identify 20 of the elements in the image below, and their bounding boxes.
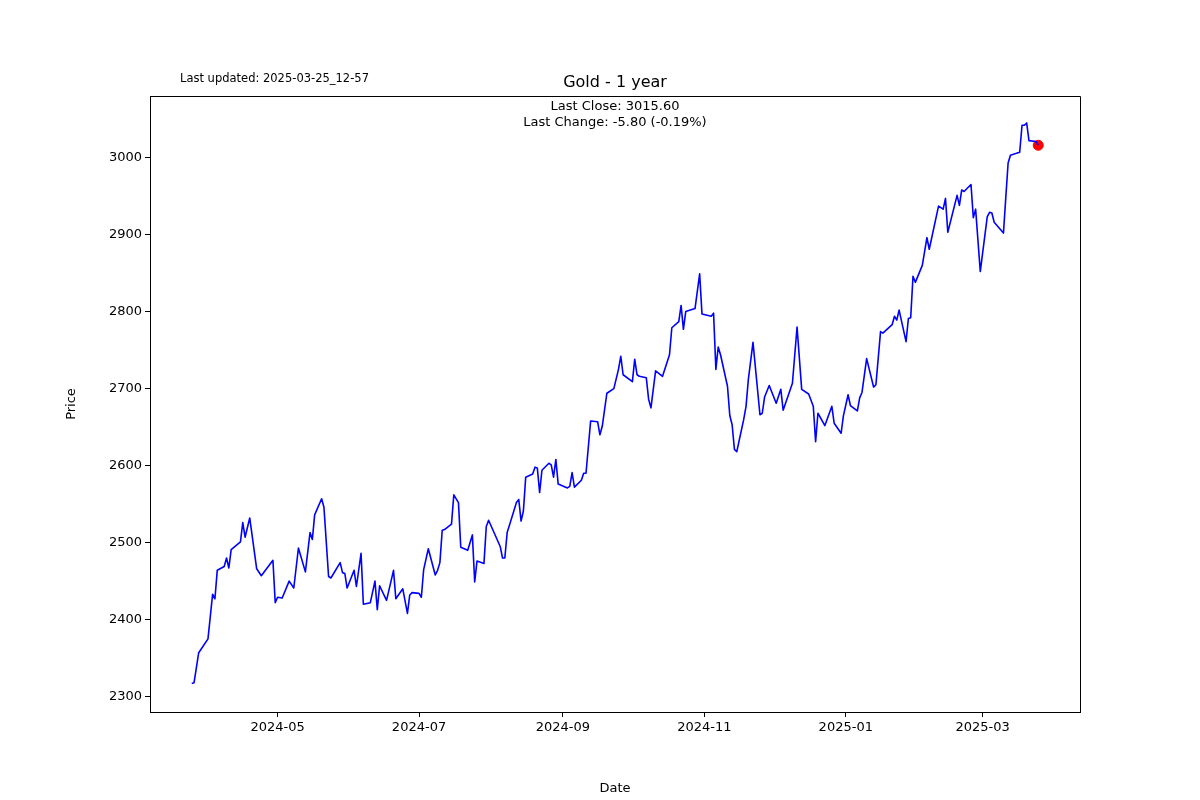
x-tick-label: 2025-01 <box>818 719 873 735</box>
y-axis-title: Price <box>63 388 79 420</box>
x-tick-label: 2024-05 <box>250 719 305 735</box>
text: Last updated: 2025-03-25_12-57 <box>180 71 369 85</box>
x-tick-label: 2024-07 <box>391 719 447 735</box>
x-tick-label: 2024-09 <box>535 719 590 735</box>
y-tick-label: 3000 <box>108 148 142 164</box>
annotation: Last Close: 3015.60 <box>550 98 680 113</box>
y-tick-label: 2500 <box>108 533 142 549</box>
x-tick-label: 2024-11 <box>677 719 732 735</box>
y-tick-label: 2800 <box>108 302 142 318</box>
y-tick-label: 2900 <box>108 225 142 241</box>
y-tick-label: 2300 <box>108 687 142 703</box>
y-tick-label: 2700 <box>108 379 142 395</box>
y-tick-label: 2400 <box>108 610 142 626</box>
annotation: Last Change: -5.80 (-0.19%) <box>523 114 707 129</box>
x-tick-label: 2025-03 <box>955 719 1010 735</box>
y-tick-label: 2600 <box>108 456 142 472</box>
chart-title: Gold - 1 year <box>563 72 668 91</box>
x-axis-title: Date <box>599 779 631 795</box>
